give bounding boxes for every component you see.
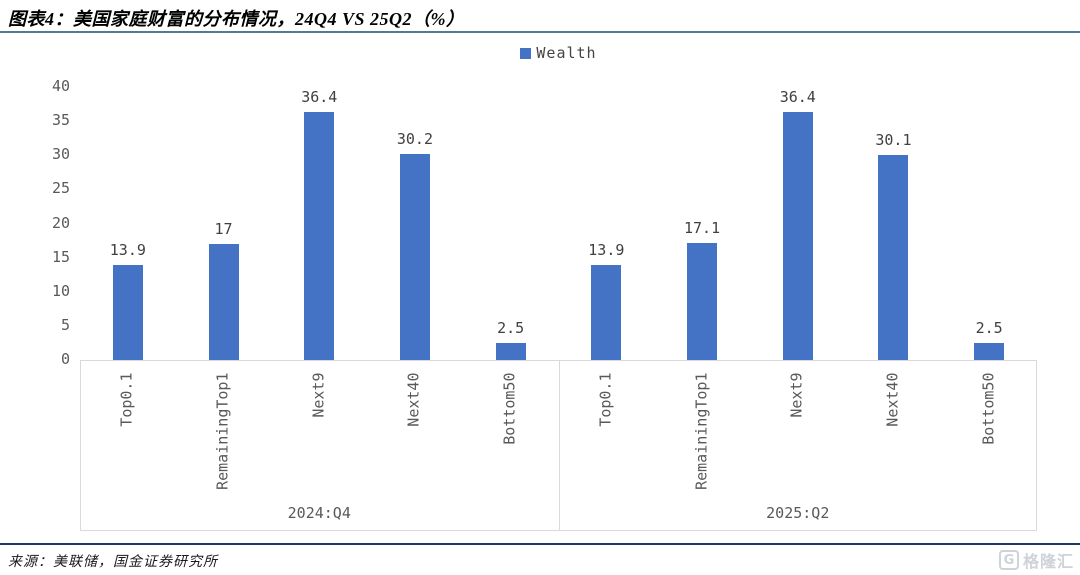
bar-2025:Q2-Top0.1 <box>591 265 622 360</box>
bar-value-label: 36.4 <box>779 87 816 106</box>
bar-2024:Q4-Next9 <box>304 111 335 360</box>
legend-label-wealth: Wealth <box>536 44 597 62</box>
bar-value-label: 2.5 <box>975 318 1003 337</box>
gelonghui-logo-icon: G <box>998 550 1019 570</box>
bar-2025:Q2-Bottom50 <box>974 342 1005 360</box>
y-axis-tick-label: 10 <box>51 281 70 300</box>
y-axis-tick-label: 35 <box>51 111 70 130</box>
title-divider <box>0 31 1080 33</box>
bar-value-label: 17.1 <box>683 219 721 238</box>
footer-divider <box>0 543 1080 545</box>
bar-value-label: 36.4 <box>301 87 338 106</box>
y-axis-tick-label: 15 <box>51 247 70 266</box>
y-axis-tick-label: 30 <box>51 145 70 164</box>
category-axis-group-divider <box>558 360 560 531</box>
bar-2025:Q2-Next40 <box>878 154 909 360</box>
y-axis-tick-label: 20 <box>51 213 70 232</box>
chart-title: 图表4：美国家庭财富的分布情况，24Q4 VS 25Q2（%） <box>8 9 465 29</box>
y-axis-tick-label: 0 <box>60 350 70 368</box>
bar-2024:Q4-Bottom50 <box>495 342 526 360</box>
bar-value-label: 2.5 <box>497 318 525 337</box>
bar-2024:Q4-Next40 <box>399 153 430 360</box>
bar-2024:Q4-Top0.1 <box>112 265 143 360</box>
bar-value-label: 17 <box>214 219 233 238</box>
bar-value-label: 13.9 <box>109 241 146 260</box>
gelonghui-logo-text: 格隆汇 <box>1022 552 1074 571</box>
group-label-2024:Q4: 2024:Q4 <box>287 504 351 522</box>
bar-2024:Q4-RemainingTop1 <box>208 243 239 360</box>
legend-swatch-wealth <box>520 47 532 59</box>
bar-2025:Q2-Next9 <box>782 111 813 360</box>
bar-value-label: 13.9 <box>588 241 625 260</box>
y-axis-tick-label: 5 <box>60 315 70 334</box>
gelonghui-watermark: G 格隆汇 <box>998 548 1074 572</box>
y-axis-tick-label: 40 <box>51 77 70 95</box>
group-label-2025:Q2: 2025:Q2 <box>766 504 830 522</box>
source-note: 来源：美联储，国金证券研究所 <box>8 555 218 570</box>
y-axis-tick-label: 25 <box>51 179 70 198</box>
chart-legend: Wealth <box>80 44 1037 62</box>
bar-value-label: 30.2 <box>396 129 433 148</box>
bar-value-label: 30.1 <box>875 130 912 149</box>
bar-2025:Q2-RemainingTop1 <box>687 243 718 360</box>
